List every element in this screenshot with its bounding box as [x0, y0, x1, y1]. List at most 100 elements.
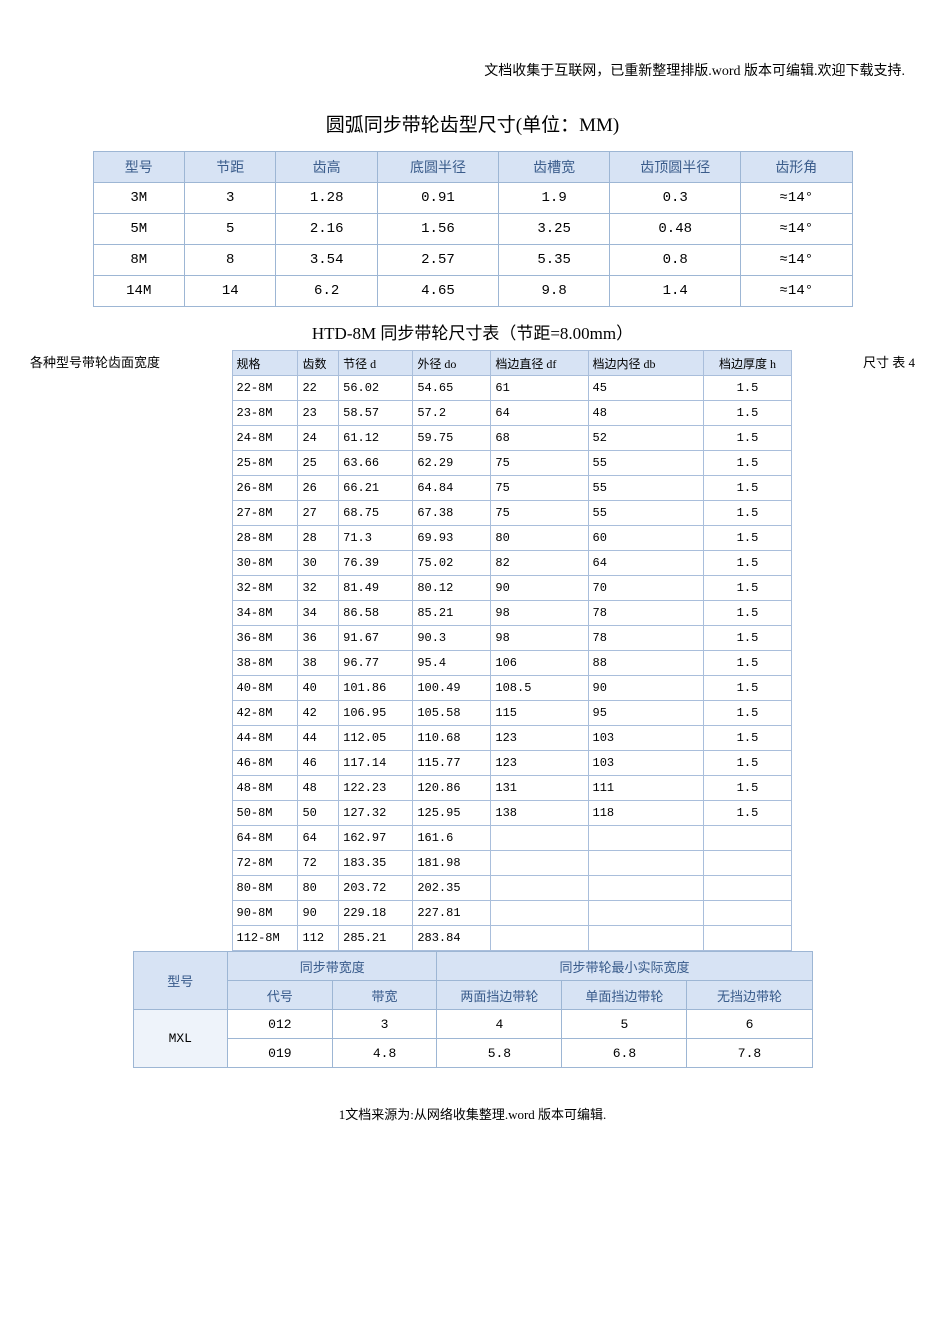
t2-cell: 28-8M — [232, 526, 298, 551]
header-note: 文档收集于互联网，已重新整理排版.word 版本可编辑.欢迎下载支持. — [30, 60, 915, 80]
t2-cell: 70 — [588, 576, 704, 601]
t2-cell — [588, 926, 704, 951]
t2-cell: 90 — [491, 576, 588, 601]
t2-cell: 22 — [298, 376, 339, 401]
t2-cell: 55 — [588, 476, 704, 501]
t2-cell: 138 — [491, 801, 588, 826]
t2-cell: 38 — [298, 651, 339, 676]
t2-cell: 72-8M — [232, 851, 298, 876]
t2-h-db: 档边内径 db — [588, 351, 704, 376]
t2-cell: 80-8M — [232, 876, 298, 901]
t2-cell: 57.2 — [413, 401, 491, 426]
t2-cell — [704, 876, 791, 901]
t2-cell: 32 — [298, 576, 339, 601]
t2-cell: 88 — [588, 651, 704, 676]
t2-cell: 112.05 — [339, 726, 413, 751]
t1-cell: 8 — [185, 245, 276, 276]
t1-cell: 14 — [185, 276, 276, 307]
t2-h-do: 外径 do — [413, 351, 491, 376]
t2-cell: 90-8M — [232, 901, 298, 926]
t2-cell: 161.6 — [413, 826, 491, 851]
t2-cell: 62.29 — [413, 451, 491, 476]
t2-cell: 40-8M — [232, 676, 298, 701]
t1-cell: 4.65 — [377, 276, 498, 307]
t2-cell: 44-8M — [232, 726, 298, 751]
t2-cell: 25 — [298, 451, 339, 476]
t2-cell: 75.02 — [413, 551, 491, 576]
t2-cell: 78 — [588, 601, 704, 626]
t2-cell: 95 — [588, 701, 704, 726]
t2-cell: 45 — [588, 376, 704, 401]
t1-cell: 1.4 — [610, 276, 741, 307]
t3-r2c2: 4.8 — [332, 1039, 437, 1068]
t1-header: 齿高 — [276, 152, 378, 183]
t3-r2c3: 5.8 — [437, 1039, 562, 1068]
t2-cell: 1.5 — [704, 426, 791, 451]
table-htd8m: 规格 齿数 节径 d 外径 do 档边直径 df 档边内径 db 档边厚度 h … — [232, 350, 792, 951]
t2-cell: 34-8M — [232, 601, 298, 626]
t2-cell — [491, 851, 588, 876]
t2-cell: 64-8M — [232, 826, 298, 851]
t2-cell: 23 — [298, 401, 339, 426]
t2-cell: 78 — [588, 626, 704, 651]
t1-cell: 8M — [93, 245, 185, 276]
t2-cell: 66.21 — [339, 476, 413, 501]
t2-cell: 34 — [298, 601, 339, 626]
t2-cell: 80 — [298, 876, 339, 901]
t1-cell: 2.57 — [377, 245, 498, 276]
t2-cell: 81.49 — [339, 576, 413, 601]
t1-cell: 2.16 — [276, 214, 378, 245]
t2-cell: 55 — [588, 501, 704, 526]
t2-cell: 26 — [298, 476, 339, 501]
t2-cell: 80 — [491, 526, 588, 551]
t2-cell: 98 — [491, 601, 588, 626]
t2-h-d: 节径 d — [339, 351, 413, 376]
t2-cell: 72 — [298, 851, 339, 876]
t2-cell — [491, 826, 588, 851]
table-belt-width: 型号 同步带宽度 同步带轮最小实际宽度 代号 带宽 两面挡边带轮 单面挡边带轮 … — [133, 951, 813, 1068]
t2-cell: 48-8M — [232, 776, 298, 801]
t1-cell: ≈14° — [741, 183, 852, 214]
t3-h-code: 代号 — [228, 981, 333, 1010]
t2-h-teeth: 齿数 — [298, 351, 339, 376]
t2-cell: 68.75 — [339, 501, 413, 526]
t2-cell — [588, 901, 704, 926]
t2-cell: 40 — [298, 676, 339, 701]
t3-h-beltwidth: 同步带宽度 — [228, 952, 437, 981]
t2-cell: 1.5 — [704, 526, 791, 551]
t2-cell — [588, 826, 704, 851]
t2-cell: 28 — [298, 526, 339, 551]
t2-cell: 55 — [588, 451, 704, 476]
t2-cell: 1.5 — [704, 501, 791, 526]
t3-h-twoside: 两面挡边带轮 — [437, 981, 562, 1010]
t2-cell: 115.77 — [413, 751, 491, 776]
t1-cell: 6.2 — [276, 276, 378, 307]
t3-r1c4: 5 — [562, 1010, 687, 1039]
t2-cell: 122.23 — [339, 776, 413, 801]
t2-cell: 112 — [298, 926, 339, 951]
t2-cell: 46 — [298, 751, 339, 776]
t2-cell: 1.5 — [704, 601, 791, 626]
t2-cell: 44 — [298, 726, 339, 751]
t2-cell: 24 — [298, 426, 339, 451]
t1-header: 齿槽宽 — [499, 152, 610, 183]
t2-cell: 64.84 — [413, 476, 491, 501]
t2-cell: 117.14 — [339, 751, 413, 776]
t2-cell: 69.93 — [413, 526, 491, 551]
t2-cell: 75 — [491, 451, 588, 476]
t2-cell — [491, 926, 588, 951]
t2-cell: 103 — [588, 751, 704, 776]
t2-cell: 25-8M — [232, 451, 298, 476]
t1-cell: 1.56 — [377, 214, 498, 245]
t2-cell: 36-8M — [232, 626, 298, 651]
t2-cell: 105.58 — [413, 701, 491, 726]
t2-cell: 58.57 — [339, 401, 413, 426]
t2-cell: 30 — [298, 551, 339, 576]
t2-cell — [704, 826, 791, 851]
t2-cell: 98 — [491, 626, 588, 651]
t2-cell: 1.5 — [704, 476, 791, 501]
t2-cell: 203.72 — [339, 876, 413, 901]
t2-cell: 61.12 — [339, 426, 413, 451]
t3-r1c5: 6 — [687, 1010, 812, 1039]
t1-cell: ≈14° — [741, 276, 852, 307]
